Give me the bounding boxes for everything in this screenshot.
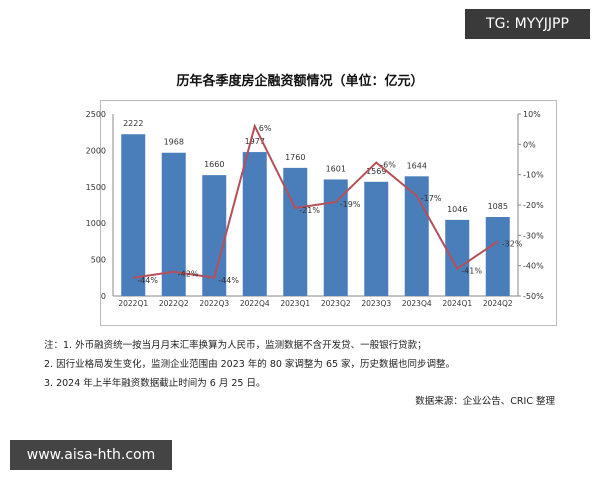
growth-point — [456, 268, 458, 270]
x-tick-label: 2024Q2 — [483, 299, 513, 308]
bar — [364, 181, 389, 296]
bar — [445, 219, 470, 296]
growth-label: 6% — [259, 124, 272, 133]
bar — [485, 217, 510, 296]
y-tick-label: 1000 — [86, 219, 106, 228]
growth-label: -17% — [421, 194, 442, 203]
y2-tick-label: -50% — [523, 292, 544, 301]
watermark-telegram: TG: MYYJJPP — [465, 9, 590, 39]
growth-label: -21% — [299, 206, 320, 215]
growth-label: -6% — [380, 161, 396, 170]
growth-point — [213, 277, 215, 279]
bar-value-label: 1760 — [285, 153, 305, 162]
bar-value-label: 1569 — [366, 167, 386, 176]
y-tick-label: 500 — [91, 256, 106, 265]
growth-point — [173, 271, 175, 273]
y2-tick-label: -10% — [523, 171, 544, 180]
y2-tick-label: -40% — [523, 262, 544, 271]
y-tick-label: 2500 — [86, 110, 106, 119]
note-1: 注：1. 外币融资统一按当月月末汇率换算为人民币，监测数据不含开发贷、一般银行贷… — [44, 340, 427, 351]
bar-value-label: 1660 — [204, 160, 224, 169]
bar-value-label: 1085 — [488, 202, 508, 211]
growth-point — [335, 201, 337, 203]
bar — [283, 167, 308, 296]
chart-frame — [100, 100, 557, 326]
x-tick-label: 2024Q1 — [442, 299, 472, 308]
bar-value-label: 1977 — [245, 137, 265, 146]
bar — [121, 134, 146, 296]
y2-tick-label: -30% — [523, 231, 544, 240]
x-tick-label: 2022Q2 — [159, 299, 189, 308]
growth-point — [294, 207, 296, 209]
growth-label: -19% — [340, 200, 361, 209]
y2-tick-label: 0% — [523, 140, 536, 149]
growth-point — [497, 240, 499, 242]
growth-label: -44% — [218, 276, 239, 285]
chart-title: 历年各季度房企融资额情况（单位：亿元） — [176, 74, 424, 89]
y2-tick-label: 10% — [523, 110, 541, 119]
growth-point — [416, 195, 418, 197]
bar-value-label: 1968 — [164, 138, 184, 147]
bar — [323, 179, 348, 296]
growth-label: -42% — [178, 270, 199, 279]
watermark-url: www.aisa-hth.com — [10, 440, 172, 470]
y-tick-label: 2000 — [86, 146, 106, 155]
note-2: 2. 因行业格局发生变化，监测企业范围由 2023 年的 80 家调整为 65 … — [44, 359, 456, 370]
x-tick-label: 2022Q1 — [118, 299, 148, 308]
y-tick-label: 1500 — [86, 183, 106, 192]
bar-value-label: 2222 — [123, 119, 143, 128]
bar — [242, 152, 267, 296]
growth-line — [133, 123, 499, 279]
y-tick-label: 0 — [101, 292, 106, 301]
x-tick-label: 2022Q3 — [199, 299, 229, 308]
x-tick-label: 2023Q3 — [361, 299, 391, 308]
x-tick-label: 2023Q2 — [321, 299, 351, 308]
x-tick-label: 2022Q4 — [240, 299, 270, 308]
note-3: 3. 2024 年上半年融资数据截止时间为 6 月 25 日。 — [44, 378, 266, 389]
bar-value-label: 1046 — [447, 205, 467, 214]
growth-point — [254, 125, 256, 127]
growth-label: -32% — [502, 239, 523, 248]
x-tick-label: 2023Q4 — [402, 299, 432, 308]
data-source: 数据来源：企业公告、CRIC 整理 — [415, 396, 555, 407]
bar-value-label: 1644 — [407, 161, 427, 170]
growth-point — [132, 277, 134, 279]
growth-point — [375, 162, 377, 164]
bar-value-label: 1601 — [326, 164, 346, 173]
growth-label: -44% — [137, 276, 158, 285]
x-tick-label: 2023Q1 — [280, 299, 310, 308]
growth-label: -41% — [461, 267, 482, 276]
y2-tick-label: -20% — [523, 201, 544, 210]
